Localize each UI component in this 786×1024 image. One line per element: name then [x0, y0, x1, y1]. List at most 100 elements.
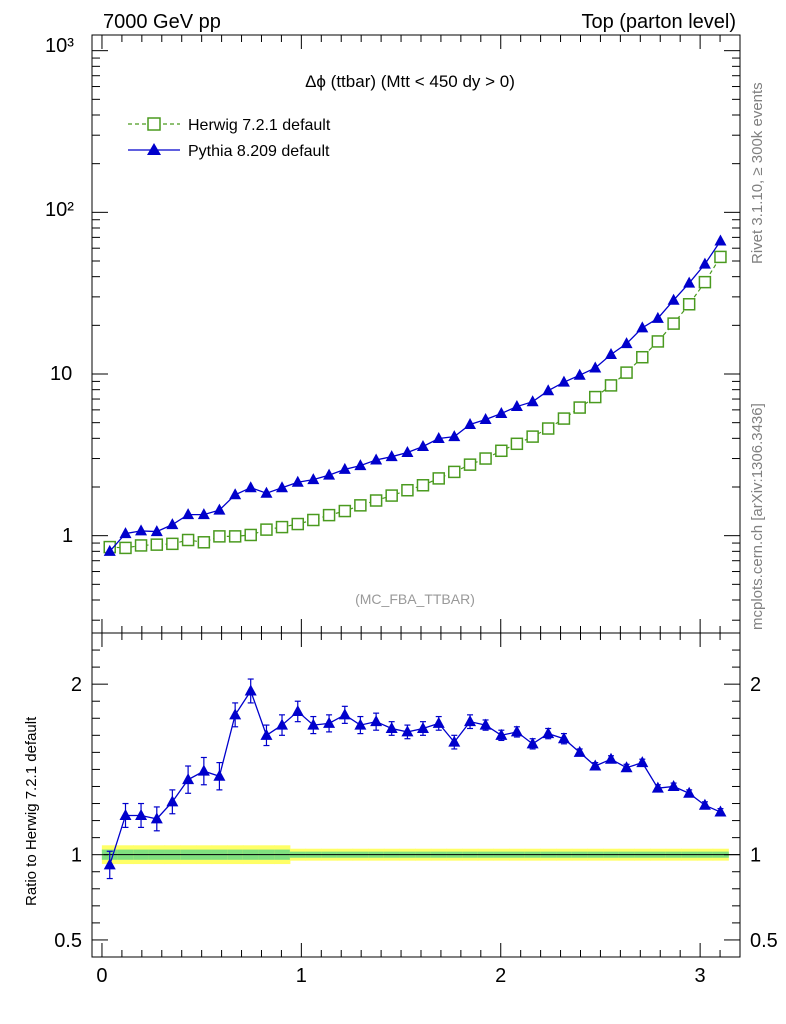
ratio-pythia-point	[636, 756, 649, 768]
pythia-point	[260, 486, 273, 498]
ratio-pythia-point	[604, 752, 617, 764]
pythia-point	[542, 384, 555, 396]
ratio-pythia-point	[385, 721, 398, 733]
herwig-point	[416, 479, 430, 492]
pythia-point	[401, 445, 414, 457]
pythia-point	[307, 473, 320, 485]
main-y-ticks	[92, 50, 740, 621]
main-ytick-label-1000: 10³	[45, 35, 74, 57]
ratio-pythia-point	[260, 728, 273, 740]
ratio-y-ticks	[92, 649, 740, 941]
pythia-point	[667, 293, 680, 305]
pythia-point	[714, 234, 727, 246]
ratio-xtick-label: 2	[495, 965, 506, 987]
pythia-point	[651, 311, 664, 323]
ratio-pythia-point	[197, 764, 210, 776]
ratio-ytick-label: 0.5	[54, 930, 82, 952]
mcplots-label: mcplots.cern.ch [arXiv:1306.3436]	[749, 403, 766, 630]
herwig-point	[620, 366, 633, 379]
ratio-pythia-point	[150, 812, 163, 824]
herwig-point	[448, 465, 461, 479]
herwig-point	[244, 528, 257, 542]
ratio-pythia-point	[276, 718, 289, 730]
pythia-line	[109, 240, 722, 552]
pythia-point	[370, 453, 383, 465]
ratio-pythia-point	[651, 781, 664, 793]
ratio-pythia-point	[432, 716, 445, 728]
ratio-pythia-point	[620, 761, 633, 773]
main-x-ticks	[101, 35, 741, 633]
ratio-pythia-point	[182, 773, 195, 785]
herwig-point	[698, 275, 712, 289]
herwig-point	[463, 458, 477, 471]
herwig-point	[291, 517, 305, 531]
pythia-point	[229, 488, 242, 500]
herwig-point	[307, 513, 320, 527]
ratio-pythia-point	[479, 718, 492, 730]
legend-pythia-label: Pythia 8.209 default	[188, 143, 330, 160]
series-herwig	[103, 250, 727, 555]
herwig-point	[682, 298, 696, 311]
ratio-pythia-line	[109, 689, 721, 866]
pythia-point	[416, 440, 429, 452]
ratio-panel: Ratio to Herwig 7.2.1 default 0.5 0.5 1 1 2 2…	[23, 632, 778, 987]
pythia-point	[557, 375, 570, 387]
herwig-point	[636, 350, 649, 364]
ratio-pythia-point	[542, 727, 555, 739]
pythia-point	[432, 432, 445, 444]
pythia-point	[604, 348, 617, 360]
pythia-point	[510, 400, 523, 412]
herwig-point	[401, 483, 414, 497]
herwig-point	[573, 401, 586, 414]
ratio-pythia-point	[448, 735, 461, 747]
ratio-x-ticks	[101, 633, 741, 957]
pythia-point	[698, 257, 711, 269]
pythia-point	[636, 321, 649, 333]
herwig-point	[322, 508, 336, 522]
pythia-point	[495, 406, 508, 418]
herwig-point	[714, 250, 727, 264]
ratio-pythia-point	[323, 716, 336, 728]
herwig-point	[275, 520, 289, 534]
herwig-point	[479, 452, 492, 465]
ratio-pythia-point	[667, 779, 680, 791]
herwig-point	[495, 444, 508, 458]
ratio-pythia-point	[510, 725, 523, 737]
ratio-pythia-point	[229, 708, 242, 720]
pythia-point	[573, 368, 586, 380]
ratio-y-tick-labels: 0.5 0.5 1 1 2 2	[54, 674, 778, 952]
watermark: (MC_FBA_TTBAR)	[355, 591, 475, 607]
herwig-point	[354, 499, 367, 512]
ratio-x-tick-labels: 0 1 2 3	[96, 965, 705, 987]
pythia-point	[354, 459, 367, 471]
ratio-xtick-label: 3	[695, 965, 706, 987]
ratio-pythia-point	[244, 684, 257, 696]
main-panel: 1 10 10² 10³ Δϕ (ttbar) (Mtt < 450 dy > …	[45, 34, 741, 634]
ratio-pythia-point	[698, 798, 711, 810]
ratio-pythia-point	[370, 715, 383, 727]
legend-pythia-marker	[147, 143, 161, 155]
ratio-pythia-point	[119, 808, 132, 820]
rivet-label: Rivet 3.1.10, ≥ 300k events	[749, 82, 766, 264]
pythia-point	[385, 450, 398, 462]
ratio-pythia-point	[557, 732, 570, 744]
pythia-point	[323, 468, 336, 480]
main-ytick-label-100: 10²	[45, 199, 74, 221]
pythia-point	[479, 413, 492, 425]
series-pythia	[103, 234, 727, 556]
herwig-point	[432, 472, 445, 485]
herwig-point	[651, 335, 665, 348]
chart-title: Δϕ (ttbar) (Mtt < 450 dy > 0)	[305, 72, 515, 91]
ratio-pythia-point	[213, 769, 226, 781]
ratio-pythia-point	[307, 718, 320, 730]
ratio-pythia-point	[526, 737, 539, 749]
ratio-ytick-label: 1	[71, 845, 82, 867]
ratio-ytick-label: 2	[71, 674, 82, 696]
pythia-point	[683, 276, 696, 288]
pythia-point	[589, 361, 602, 373]
herwig-point	[119, 541, 132, 555]
pythia-point	[213, 503, 226, 515]
ratio-pythia-point	[495, 728, 508, 740]
ratio-xtick-label: 0	[96, 965, 107, 987]
